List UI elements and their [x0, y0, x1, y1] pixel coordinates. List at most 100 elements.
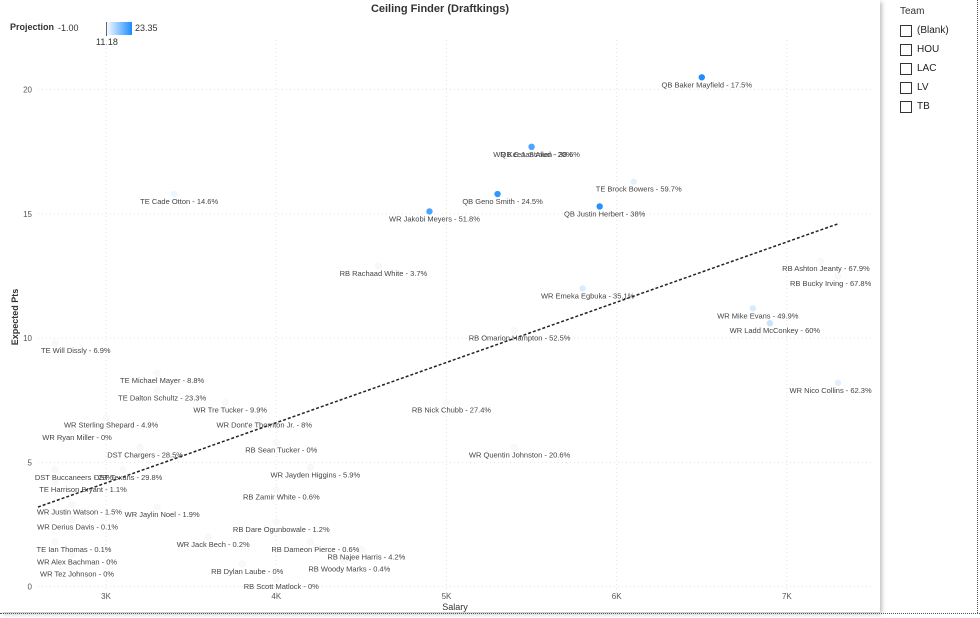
y-tick-label: 15 — [23, 210, 32, 219]
data-point[interactable] — [817, 257, 825, 265]
data-label: DST Chargers - 28.5% — [107, 450, 183, 459]
data-point[interactable] — [221, 399, 229, 407]
checkbox[interactable] — [900, 62, 912, 75]
data-point[interactable] — [102, 414, 110, 422]
data-point[interactable] — [596, 203, 603, 210]
data-label: QB Geno Smith - 24.5% — [462, 197, 543, 206]
focus-border-bottom — [0, 613, 980, 614]
data-point[interactable] — [136, 443, 144, 451]
team-option-label: HOU — [917, 44, 940, 55]
checkbox[interactable] — [900, 43, 912, 56]
y-tick-label: 20 — [23, 86, 32, 95]
data-point[interactable] — [204, 533, 212, 541]
data-label: WR Mike Evans - 49.9% — [717, 311, 799, 320]
legend-max: 23.35 — [135, 23, 158, 33]
team-option-tb[interactable]: TB — [900, 97, 949, 116]
data-label: QB Justin Herbert - 38% — [564, 209, 646, 218]
data-label: RB Bucky Irving - 67.8% — [790, 279, 872, 288]
data-point[interactable] — [68, 563, 76, 571]
data-point[interactable] — [630, 178, 637, 185]
data-point[interactable] — [426, 208, 433, 215]
team-option-lac[interactable]: LAC — [900, 59, 949, 78]
data-label: DST Buccaneers - 29% — [35, 473, 114, 482]
data-point[interactable] — [51, 478, 59, 486]
data-label: RB Najee Harris - 4.2% — [327, 552, 405, 561]
checkbox[interactable] — [900, 100, 912, 113]
data-label: RB Scott Matlock - 0% — [244, 582, 319, 591]
checkbox[interactable] — [900, 81, 912, 94]
axes: 3K 4K 5K 6K 7K 0 5 10 15 20 Salary Expected Pts — [10, 86, 792, 612]
data-point[interactable] — [834, 272, 842, 280]
data-point[interactable] — [272, 439, 280, 446]
data-point[interactable] — [443, 399, 450, 407]
data-label: RB Nick Chubb - 27.4% — [412, 406, 492, 415]
data-point[interactable] — [238, 560, 246, 568]
x-tick-label: 6K — [612, 592, 622, 601]
data-label: RB Omarion Hampton - 52.5% — [469, 334, 571, 343]
data-point[interactable] — [51, 466, 59, 474]
data-label: TE Cade Otton - 14.6% — [140, 197, 218, 206]
team-option-label: (Blank) — [917, 25, 949, 36]
projection-color-legend: Projection -1.00 23.35 11.18 — [10, 22, 158, 47]
data-label: WR Justin Watson - 1.5% — [37, 508, 122, 517]
data-label: DST Texans - 29.8% — [94, 473, 163, 482]
scatter-plot[interactable]: 3K 4K 5K 6K 7K 0 5 10 15 20 Salary Expected Pts QB … — [0, 0, 880, 612]
data-point[interactable] — [357, 545, 365, 553]
checkbox[interactable] — [900, 24, 912, 37]
data-point[interactable] — [272, 518, 280, 526]
data-label: TE Harrison Bryant - 1.1% — [39, 485, 127, 494]
x-tick-label: 7K — [782, 592, 792, 601]
data-point[interactable] — [119, 466, 127, 474]
data-label: WR Keenan Allen - 38.6% — [493, 150, 580, 159]
data-point[interactable] — [68, 501, 76, 509]
chart-visual — [0, 0, 880, 612]
data-point[interactable] — [170, 190, 178, 198]
data-point[interactable] — [51, 538, 59, 546]
y-tick-label: 0 — [28, 583, 33, 592]
data-label: WR Jayden Higgins - 5.9% — [271, 470, 361, 479]
data-point[interactable] — [766, 320, 774, 327]
x-axis-title: Salary — [442, 602, 468, 612]
data-point[interactable] — [51, 339, 59, 347]
data-point[interactable] — [306, 538, 314, 546]
data-label: TE Ian Thomas - 0.1% — [37, 545, 112, 554]
data-point[interactable] — [153, 369, 161, 377]
y-tick-label: 5 — [28, 458, 33, 467]
data-point[interactable] — [698, 74, 705, 81]
data-label: WR Dont'e Thornton Jr. - 8% — [217, 421, 313, 430]
data-point[interactable] — [68, 426, 76, 434]
team-option-lv[interactable]: LV — [900, 78, 949, 97]
data-point[interactable] — [153, 386, 161, 394]
data-point[interactable] — [494, 190, 501, 198]
data-label: RB Dylan Laube - 0% — [211, 567, 283, 576]
data-label: RB Ashton Jeanty - 67.9% — [782, 264, 870, 273]
data-point[interactable] — [306, 463, 314, 471]
data-point[interactable] — [834, 379, 842, 387]
data-point[interactable] — [255, 414, 263, 422]
data-point[interactable] — [374, 262, 382, 270]
data-point[interactable] — [68, 550, 76, 558]
data-label: WR Emeka Egbuka - 35.1% — [541, 291, 635, 300]
data-label: QB Baker Mayfield - 17.5% — [662, 80, 753, 89]
data-point[interactable] — [153, 503, 161, 511]
y-tick-label: 10 — [23, 334, 32, 343]
data-point[interactable] — [272, 575, 280, 583]
data-label: QB C.J. Stroud - 20% — [501, 150, 573, 159]
data-label: WR Jaylin Noel - 1.9% — [125, 510, 200, 519]
data-point[interactable] — [511, 327, 519, 335]
team-option-hou[interactable]: HOU — [900, 40, 949, 59]
team-option-blank[interactable]: (Blank) — [900, 21, 949, 40]
data-point[interactable] — [68, 516, 76, 523]
gridlines — [38, 40, 872, 594]
data-point[interactable] — [749, 305, 757, 312]
data-point[interactable] — [528, 143, 535, 151]
data-label: WR Alex Bachman - 0% — [37, 557, 117, 566]
data-label: WR Ryan Miller - 0% — [42, 433, 112, 442]
data-point[interactable] — [511, 443, 519, 451]
team-slicer: Team (Blank) HOU LAC LV TB — [900, 6, 949, 116]
data-label: RB Dameon Pierce - 0.6% — [271, 545, 359, 554]
data-point[interactable] — [579, 285, 586, 292]
data-point[interactable] — [272, 486, 280, 494]
data-label: WR Nico Collins - 62.3% — [790, 386, 872, 395]
data-point[interactable] — [340, 558, 348, 566]
